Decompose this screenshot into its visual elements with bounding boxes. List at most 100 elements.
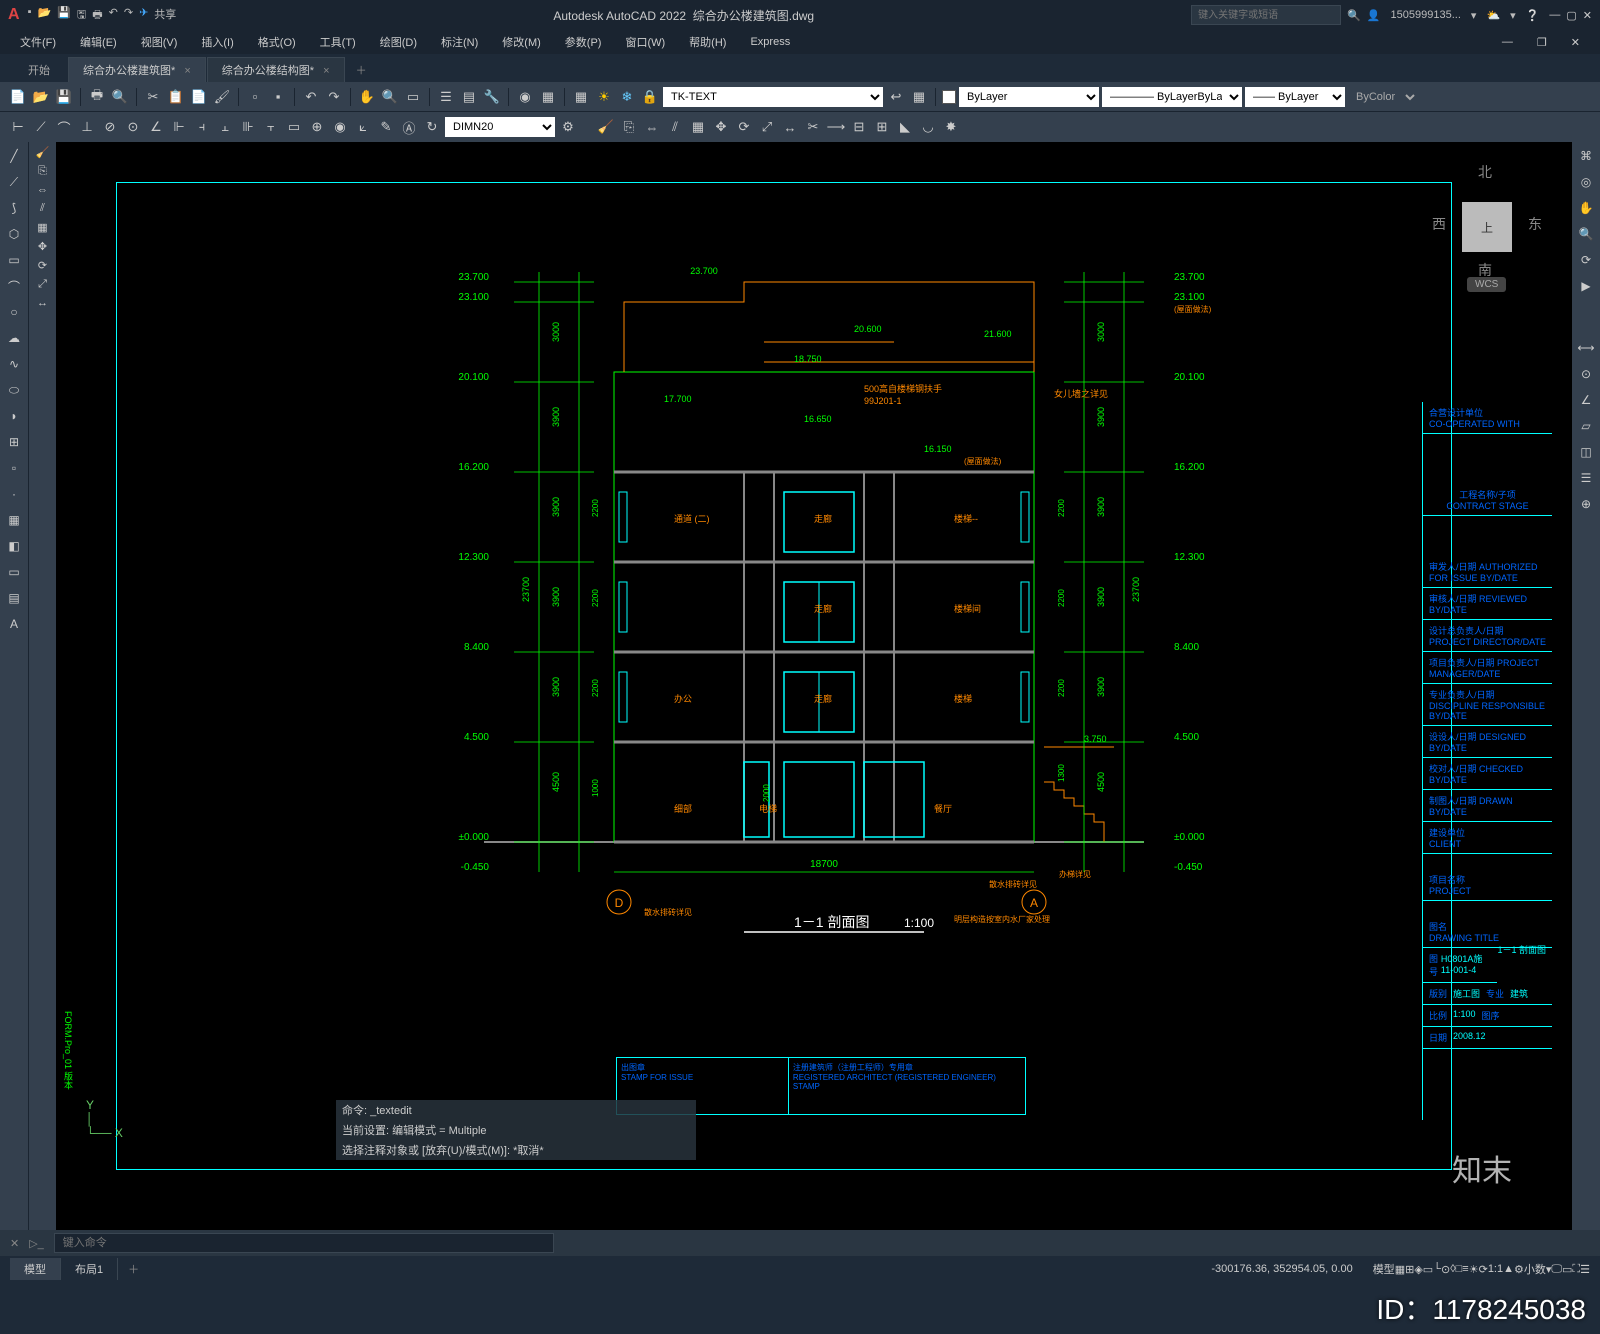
- mod-copy-icon[interactable]: ⎘: [619, 117, 639, 137]
- lock-icon[interactable]: 🔒: [640, 87, 660, 107]
- dropdown-icon[interactable]: ▾: [1471, 9, 1477, 22]
- layermgr-icon[interactable]: ▦: [571, 87, 591, 107]
- point-icon[interactable]: ·: [4, 484, 24, 504]
- linetype-dropdown[interactable]: ———— ByLayerByLayer: [1102, 87, 1242, 107]
- dim-angular-icon[interactable]: ∠: [146, 117, 166, 137]
- arc-icon[interactable]: ⌒: [4, 276, 24, 296]
- status-custom-icon[interactable]: ☰: [1580, 1263, 1590, 1276]
- app-menu-icon[interactable]: ▾: [1510, 9, 1516, 22]
- doc-restore-icon[interactable]: ❐: [1527, 34, 1557, 51]
- save-icon[interactable]: 💾: [54, 87, 74, 107]
- viewcube-north[interactable]: 北: [1478, 162, 1492, 182]
- paste-icon[interactable]: 📄: [189, 87, 209, 107]
- status-trans-icon[interactable]: ☀: [1469, 1263, 1479, 1276]
- block-icon[interactable]: ▫: [245, 87, 265, 107]
- dim-diameter-icon[interactable]: ⊙: [123, 117, 143, 137]
- layer-icon[interactable]: ▦: [538, 87, 558, 107]
- menu-express[interactable]: Express: [740, 34, 800, 50]
- open-icon[interactable]: 📂: [31, 87, 51, 107]
- undo-icon[interactable]: ↶: [301, 87, 321, 107]
- status-annotation-icon[interactable]: ▲: [1503, 1263, 1514, 1275]
- status-ortho-icon[interactable]: └: [1433, 1263, 1441, 1275]
- menu-modify[interactable]: 修改(M): [492, 32, 551, 52]
- mod-break-icon[interactable]: ⊟: [849, 117, 869, 137]
- copy-icon[interactable]: 📋: [166, 87, 186, 107]
- tool-icon[interactable]: 🔧: [482, 87, 502, 107]
- tab-start[interactable]: 开始: [10, 58, 68, 82]
- command-input[interactable]: [54, 1233, 554, 1253]
- offset2-icon[interactable]: ⫽: [40, 202, 45, 215]
- dim-ordinate-icon[interactable]: ⊥: [77, 117, 97, 137]
- hatch-icon[interactable]: ▦: [4, 510, 24, 530]
- layout-1[interactable]: 布局1: [61, 1258, 118, 1280]
- sheet-icon[interactable]: ▤: [459, 87, 479, 107]
- status-gear-icon[interactable]: ⚙: [1514, 1263, 1524, 1276]
- layout-new-icon[interactable]: ＋: [118, 1258, 149, 1280]
- revcloud-icon[interactable]: ☁: [4, 328, 24, 348]
- mod-trim-icon[interactable]: ✂: [803, 117, 823, 137]
- layerstate-icon[interactable]: ▦: [909, 87, 929, 107]
- table-icon[interactable]: ▤: [4, 588, 24, 608]
- block-icon[interactable]: ▫: [4, 458, 24, 478]
- doc-close-icon[interactable]: ✕: [1561, 34, 1590, 51]
- menu-tools[interactable]: 工具(T): [310, 32, 366, 52]
- ellipse-icon[interactable]: ⬭: [4, 380, 24, 400]
- color-dropdown[interactable]: ByLayer: [959, 87, 1099, 107]
- tab-new-icon[interactable]: ＋: [346, 58, 377, 82]
- menu-file[interactable]: 文件(F): [10, 32, 66, 52]
- a360-icon[interactable]: ⛅: [1486, 9, 1500, 22]
- dim-break-icon[interactable]: ⫟: [261, 117, 281, 137]
- tab-file-1[interactable]: 综合办公楼建筑图* ×: [68, 57, 206, 82]
- pan-icon[interactable]: ✋: [357, 87, 377, 107]
- viewcube[interactable]: 北 西 东 南 上 WCS: [1432, 162, 1542, 292]
- move2-icon[interactable]: ✥: [38, 240, 47, 253]
- rectangle-icon[interactable]: ▭: [4, 250, 24, 270]
- menu-edit[interactable]: 编辑(E): [70, 32, 127, 52]
- doc-minimize-icon[interactable]: —: [1492, 34, 1523, 50]
- steering-icon[interactable]: ◎: [1576, 172, 1596, 192]
- tab-close-icon[interactable]: ×: [184, 65, 190, 77]
- menu-help[interactable]: 帮助(H): [679, 32, 736, 52]
- render-icon[interactable]: ◉: [515, 87, 535, 107]
- mirror2-icon[interactable]: ⇔: [37, 184, 48, 196]
- area-icon[interactable]: ▱: [1576, 416, 1596, 436]
- mod-offset-icon[interactable]: ⫽: [665, 117, 685, 137]
- dimstyle-dropdown[interactable]: DIMN20: [445, 117, 555, 137]
- qat-saveas-icon[interactable]: 🖫: [77, 6, 86, 25]
- search-icon[interactable]: 🔍: [1347, 9, 1361, 22]
- help-icon[interactable]: ❔: [1526, 9, 1540, 22]
- menu-window[interactable]: 窗口(W): [615, 32, 675, 52]
- angle-icon[interactable]: ∠: [1576, 390, 1596, 410]
- redo-icon[interactable]: ↷: [324, 87, 344, 107]
- viewcube-east[interactable]: 东: [1528, 214, 1542, 234]
- dim-quick-icon[interactable]: ⊩: [169, 117, 189, 137]
- status-fullscreen-icon[interactable]: ⛶: [1572, 1263, 1580, 1276]
- dim-space-icon[interactable]: ⊪: [238, 117, 258, 137]
- scale2-icon[interactable]: ⤢: [38, 278, 47, 291]
- plotstyle-dropdown[interactable]: ByColor: [1348, 87, 1418, 107]
- zoom-icon[interactable]: 🔍: [380, 87, 400, 107]
- user-icon[interactable]: 👤: [1367, 9, 1381, 22]
- dimedit-icon[interactable]: ✎: [376, 117, 396, 137]
- status-decimal[interactable]: 小数: [1524, 1261, 1546, 1277]
- status-annscale[interactable]: 1:1: [1488, 1263, 1503, 1275]
- menu-format[interactable]: 格式(O): [248, 32, 306, 52]
- array2-icon[interactable]: ▦: [37, 221, 47, 234]
- mod-rotate-icon[interactable]: ⟳: [734, 117, 754, 137]
- layerprev-icon[interactable]: ↩: [886, 87, 906, 107]
- distance-icon[interactable]: ⟷: [1576, 338, 1596, 358]
- dimstyle-icon[interactable]: ⚙: [558, 117, 578, 137]
- minimize-icon[interactable]: —: [1549, 9, 1560, 22]
- cmdline-close-icon[interactable]: ✕: [10, 1237, 19, 1250]
- layout-model[interactable]: 模型: [10, 1258, 61, 1280]
- qat-plot-icon[interactable]: 🖶: [92, 6, 102, 25]
- dim-radius-icon[interactable]: ⊘: [100, 117, 120, 137]
- pline-icon[interactable]: ⟆: [4, 198, 24, 218]
- status-polar-icon[interactable]: ⊙: [1441, 1263, 1450, 1276]
- freeze-icon[interactable]: ❄: [617, 87, 637, 107]
- tab-close-icon[interactable]: ×: [323, 65, 329, 77]
- menu-insert[interactable]: 插入(I): [191, 32, 243, 52]
- inspect-icon[interactable]: ◉: [330, 117, 350, 137]
- mod-stretch-icon[interactable]: ↔: [780, 117, 800, 137]
- menu-dimension[interactable]: 标注(N): [431, 32, 488, 52]
